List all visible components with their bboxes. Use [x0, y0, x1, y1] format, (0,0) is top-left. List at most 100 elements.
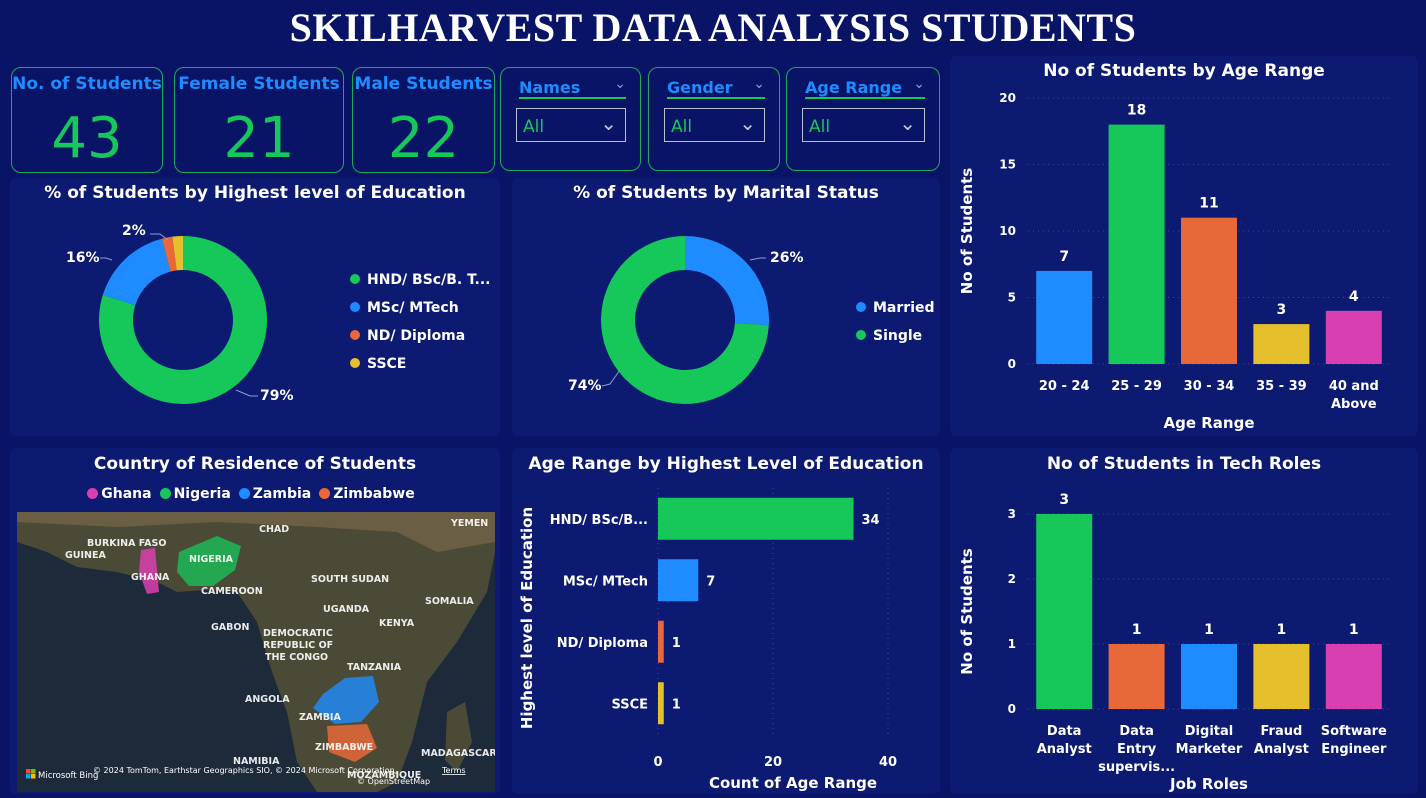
country-zambia — [313, 676, 379, 724]
x-tick-label: 25 - 29 — [1111, 379, 1162, 394]
legend-label: Nigeria — [173, 486, 231, 502]
x-axis-title: Count of Age Range — [709, 774, 877, 792]
bar — [1253, 644, 1310, 709]
leader-line — [601, 369, 621, 387]
country-nigeria — [177, 536, 241, 586]
bar — [1181, 644, 1237, 709]
tech-roles-bar-chart[interactable]: 0 1 2 3 3 Data Analyst 1 Data Entry supervis... 1 Di… — [950, 448, 1418, 794]
x-tick-label: 40 — [879, 755, 897, 770]
card-label: Male Students — [354, 74, 493, 94]
chevron-down-icon[interactable]: ⌄ — [753, 76, 765, 92]
marital-donut-chart[interactable]: 26% 74% Married Single — [512, 178, 940, 436]
age-range-bar-chart[interactable]: 0 5 10 15 20 7 20 - 24 18 25 - 29 11 30 - 34 3 35 - … — [950, 56, 1418, 436]
map-country-label: THE CONGO — [265, 652, 328, 663]
data-label: 2% — [122, 223, 146, 239]
donut-slice — [98, 236, 267, 404]
map-country-label: KENYA — [379, 618, 415, 629]
leader-line — [100, 257, 113, 261]
bar-value-label: 1 — [1349, 622, 1359, 638]
bar — [1253, 324, 1310, 364]
panel-country-map: Country of Residence of Students Ghana Ni… — [10, 448, 500, 794]
legend-item: Zambia — [238, 486, 311, 502]
chart-title: No of Students by Age Range — [1043, 61, 1325, 81]
chart-title: % of Students by Marital Status — [573, 183, 879, 203]
bar — [1108, 644, 1165, 709]
map-brand: Microsoft Bing — [38, 771, 98, 781]
donut-slice — [161, 236, 177, 272]
slicer-dropdown[interactable]: All ⌄ — [802, 108, 925, 142]
legend-marker — [350, 302, 360, 312]
card-value: 21 — [223, 106, 295, 171]
legend-item: Ghana — [87, 486, 152, 502]
leader-line — [749, 257, 766, 261]
card-value: 22 — [387, 106, 460, 171]
bar — [658, 497, 854, 540]
slicer-dropdown[interactable]: All ⌄ — [516, 108, 626, 142]
y-tick-label: SSCE — [611, 697, 648, 712]
slicer-value: All — [671, 117, 693, 137]
bar — [658, 682, 664, 725]
map-legend: Ghana Nigeria Zambia Zimbabwe — [10, 486, 500, 502]
legend-marker — [159, 488, 171, 499]
panel-age-range-bar: No of Students by Age Range 0 5 10 15 20 7 20 … — [950, 56, 1418, 436]
slicer-gender[interactable]: Gender ⌄ All ⌄ — [648, 67, 780, 171]
chevron-down-icon[interactable]: ⌄ — [899, 111, 916, 135]
y-tick-label: 0 — [1008, 357, 1016, 371]
education-donut-chart[interactable]: 79% 16% 2% HND/ BSc/B. T... MSc/ MTech ND/ Di… — [10, 178, 500, 436]
donut-slice — [685, 236, 769, 326]
chevron-down-icon[interactable]: ⌄ — [600, 111, 617, 135]
education-hbar-chart[interactable]: 0 20 40 34 HND/ BSc/B... 7 MSc/ MTech 1 ND/ Dipl… — [512, 448, 940, 794]
y-tick-label: 3 — [1008, 507, 1016, 521]
panel-education-donut: % of Students by Highest level of Educat… — [10, 178, 500, 436]
dashboard-title: SKILHARVEST DATA ANALYSIS STUDENTS — [289, 5, 1137, 50]
card-no-of-students: No. of Students 43 — [11, 67, 163, 173]
y-tick-label: 1 — [1008, 637, 1016, 651]
legend-marker — [238, 488, 250, 499]
slicer-underline — [667, 97, 765, 99]
panel-marital-donut: % of Students by Marital Status 26% 74% Ma… — [512, 178, 940, 436]
bar — [1036, 514, 1093, 709]
sahel-land — [17, 512, 495, 552]
y-tick-label: HND/ BSc/B... — [550, 513, 648, 528]
legend-item: Nigeria — [159, 486, 231, 502]
map-country-label: GABON — [211, 622, 249, 633]
slicer-names[interactable]: Names ⌄ All ⌄ — [500, 67, 641, 171]
x-tick-label: 20 — [764, 755, 782, 770]
bar-value-label: 11 — [1199, 196, 1218, 212]
legend-label: Ghana — [101, 486, 152, 502]
map-country-label: CHAD — [259, 524, 289, 535]
bar — [1325, 310, 1382, 364]
legend-label: MSc/ MTech — [367, 300, 459, 316]
map-country-label: MADAGASCAR — [421, 748, 495, 759]
bar-value-label: 34 — [862, 513, 880, 528]
legend-marker — [319, 488, 331, 499]
chevron-down-icon[interactable]: ⌄ — [913, 76, 925, 92]
map-country-label: ZAMBIA — [299, 712, 341, 723]
leader-line — [235, 389, 258, 397]
map-country-label: SOMALIA — [425, 596, 474, 607]
chevron-down-icon[interactable]: ⌄ — [614, 76, 626, 92]
y-axis-title: Highest level of Education — [518, 507, 536, 729]
map-country-label: ZIMBABWE — [315, 742, 373, 753]
slicer-dropdown[interactable]: All ⌄ — [664, 108, 765, 142]
x-tick-label: 35 - 39 — [1256, 379, 1307, 394]
legend-label: Married — [873, 300, 935, 316]
y-tick-label: 2 — [1008, 572, 1016, 586]
map-country-label: UGANDA — [323, 604, 370, 615]
bar — [658, 620, 664, 663]
legend-marker — [856, 330, 866, 340]
bar-value-label: 3 — [1277, 302, 1287, 318]
bar-value-label: 4 — [1349, 289, 1359, 305]
bar — [658, 559, 699, 602]
chart-title: Country of Residence of Students — [93, 454, 417, 474]
panel-education-hbar: Age Range by Highest Level of Education … — [512, 448, 940, 794]
bar-value-label: 1 — [672, 636, 681, 651]
chevron-down-icon[interactable]: ⌄ — [739, 111, 756, 135]
map-terms-link[interactable]: Terms — [441, 766, 466, 775]
logo-square — [26, 774, 31, 779]
card-label: No. of Students — [12, 74, 162, 94]
y-tick-label: 20 — [999, 91, 1016, 105]
y-tick-label: ND/ Diploma — [557, 636, 648, 651]
slicer-age-range[interactable]: Age Range ⌄ All ⌄ — [786, 67, 940, 171]
